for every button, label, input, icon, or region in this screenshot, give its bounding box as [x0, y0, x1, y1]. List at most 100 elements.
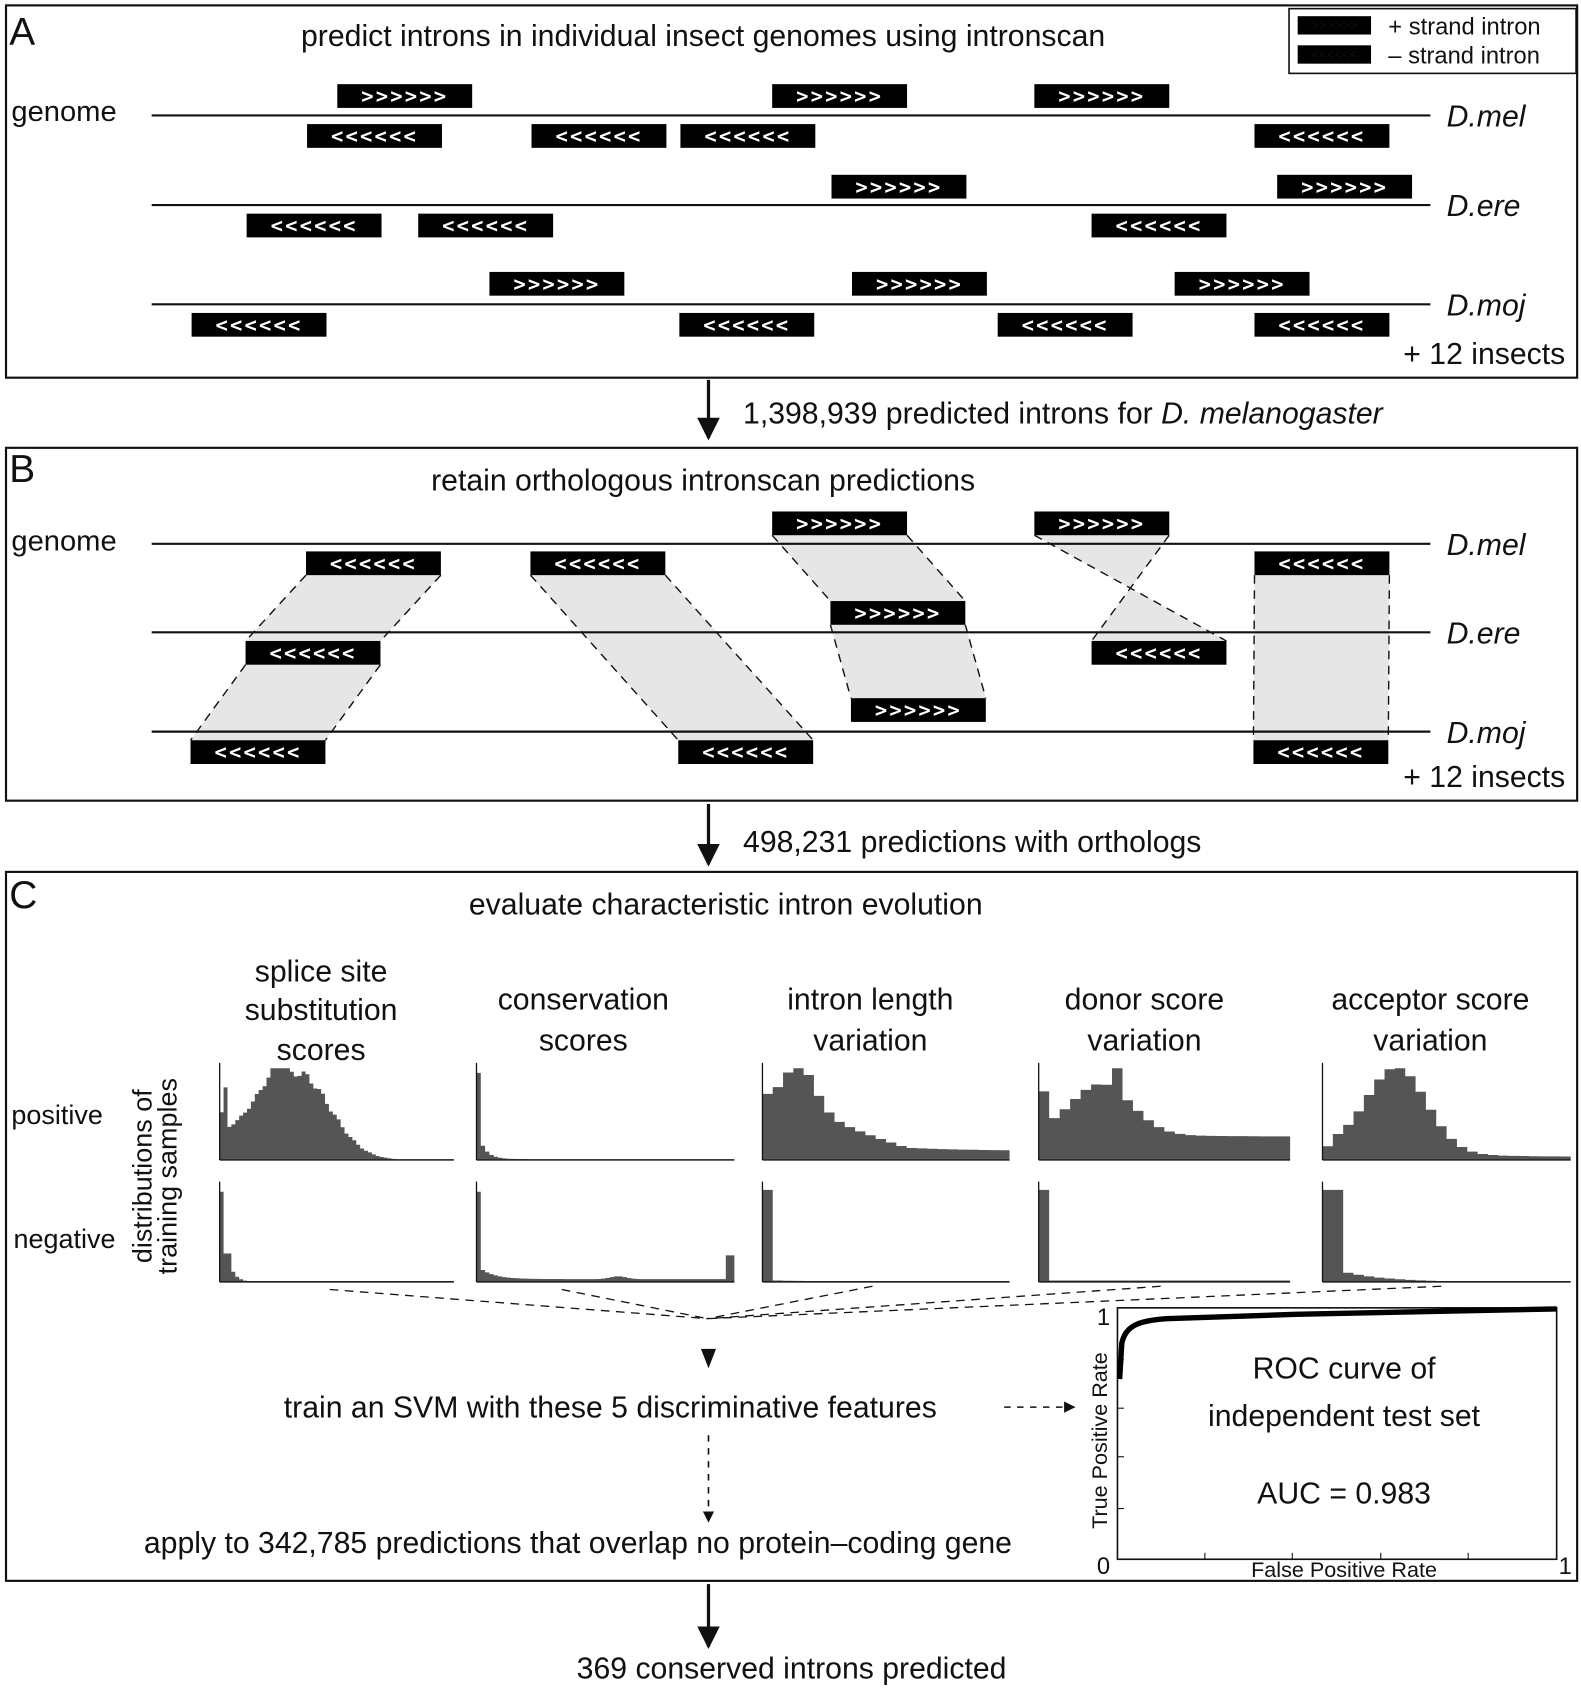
minus-intron: <<<<<<	[1254, 551, 1390, 575]
legend-box	[1297, 45, 1372, 64]
intron-box	[678, 740, 814, 764]
line	[1387, 575, 1391, 741]
roc-curve	[1116, 1306, 1557, 1380]
legend-label: + strand intron	[1388, 14, 1540, 40]
feature-label: variation	[1373, 1024, 1487, 1057]
transition-text: 498,231 predictions with orthologs	[743, 826, 1201, 859]
minus-intron: <<<<<<	[307, 124, 442, 148]
histogram	[476, 1072, 735, 1161]
roc-tick: 0	[1097, 1554, 1110, 1580]
intron-box	[997, 312, 1133, 337]
panel-letter: B	[9, 448, 35, 491]
plus-intron: >>>>>>	[772, 84, 908, 108]
ortholog-link	[1253, 575, 1390, 741]
intron-box	[1091, 640, 1227, 665]
transition-species: D. melanogaster	[1161, 397, 1385, 430]
transition-count: 1,398,939 predicted introns for	[743, 397, 1161, 430]
histogram	[762, 1189, 1010, 1282]
line	[964, 624, 987, 699]
intron-box	[831, 174, 967, 199]
intron-box	[679, 312, 815, 337]
panel-title: predict introns in individual insect gen…	[301, 20, 1105, 53]
intron-box	[772, 84, 908, 108]
ortholog-link	[245, 575, 441, 641]
panel-letter: A	[9, 11, 35, 54]
roc-auc: AUC = 0.983	[1257, 1478, 1431, 1511]
intron-symbol: <<<<<<	[554, 551, 641, 575]
minus-intron: <<<<<<	[997, 312, 1133, 337]
more-label: + 12 insects	[1403, 338, 1565, 371]
species-label: D.moj	[1447, 717, 1527, 750]
minus-intron: <<<<<<	[246, 213, 382, 238]
line	[829, 624, 852, 699]
intron-symbol: <<<<<<	[703, 313, 790, 337]
minus-intron: <<<<<<	[191, 312, 327, 337]
row-label: genome	[11, 525, 116, 557]
roc-tick: 1	[1559, 1554, 1572, 1580]
plus-intron: >>>>>>	[337, 84, 473, 108]
feature-label: variation	[1087, 1024, 1201, 1057]
histogram	[476, 1191, 735, 1282]
intron-symbol: >>>>>>	[855, 175, 942, 199]
minus-intron: <<<<<<	[679, 312, 815, 337]
intron-symbol: <<<<<<	[331, 124, 418, 148]
roc-tick: 1	[1097, 1305, 1110, 1331]
intron-box	[830, 601, 966, 625]
intron-box	[772, 511, 908, 536]
intron-box	[850, 698, 986, 722]
y-axis-label: distributions oftraining samples	[128, 1078, 183, 1274]
intron-box	[852, 271, 987, 296]
histogram	[762, 1068, 1010, 1161]
species-label: D.mel	[1447, 101, 1527, 134]
minus-intron: <<<<<<	[1091, 640, 1227, 665]
plus-intron: >>>>>>	[1034, 84, 1170, 108]
plus-intron: >>>>>>	[831, 174, 967, 199]
ortholog-link	[830, 624, 986, 699]
intron-symbol: >>>>>>	[876, 272, 963, 296]
row-label: genome	[11, 96, 116, 128]
line	[664, 574, 814, 741]
panel-title: retain orthologous intronscan prediction…	[431, 464, 975, 497]
intron-symbol: <<<<<<	[1277, 740, 1364, 764]
intron-box	[1253, 740, 1389, 764]
legend-box	[1297, 16, 1372, 35]
roc-x-label: False Positive Rate	[1251, 1557, 1437, 1582]
plus-intron: >>>>>>	[1277, 175, 1413, 199]
line	[1252, 575, 1256, 741]
transition-text: 1,398,939 predicted introns for D. melan…	[743, 397, 1385, 430]
legend-symbol: <<<<<<	[1312, 46, 1357, 61]
legend-label: – strand intron	[1388, 43, 1540, 69]
histogram	[1038, 1068, 1291, 1161]
feature-label: variation	[813, 1024, 927, 1057]
intron-symbol: >>>>>>	[1058, 84, 1145, 108]
intron-symbol: >>>>>>	[854, 601, 941, 625]
intron-symbol: >>>>>>	[875, 698, 962, 722]
line	[707, 1285, 873, 1320]
intron-box	[531, 124, 667, 148]
intron-symbol: <<<<<<	[555, 124, 642, 148]
line	[529, 574, 679, 741]
intron-box	[1091, 213, 1227, 238]
intron-box	[246, 213, 382, 238]
intron-symbol: <<<<<<	[214, 740, 301, 764]
intron-box	[680, 124, 816, 148]
intron-symbol: <<<<<<	[1278, 313, 1365, 337]
panel-letter: C	[9, 874, 37, 917]
y-axis-label-line: distributions of	[128, 1089, 158, 1263]
plus-intron: >>>>>>	[489, 272, 625, 296]
feature-label: splice site	[255, 955, 388, 988]
species-label: D.ere	[1447, 190, 1521, 223]
species-label: D.ere	[1447, 618, 1521, 651]
intron-box	[191, 312, 327, 337]
roc-text: independent test set	[1208, 1400, 1481, 1433]
intron-symbol: <<<<<<	[271, 214, 358, 238]
minus-intron: <<<<<<	[190, 740, 326, 764]
minus-intron: <<<<<<	[680, 124, 816, 148]
minus-intron: <<<<<<	[418, 214, 554, 238]
plus-intron: >>>>>>	[772, 511, 908, 536]
intron-symbol: <<<<<<	[1022, 313, 1109, 337]
intron-symbol: >>>>>>	[1199, 272, 1286, 296]
histogram	[1038, 1189, 1291, 1282]
intron-symbol: <<<<<<	[702, 740, 789, 764]
